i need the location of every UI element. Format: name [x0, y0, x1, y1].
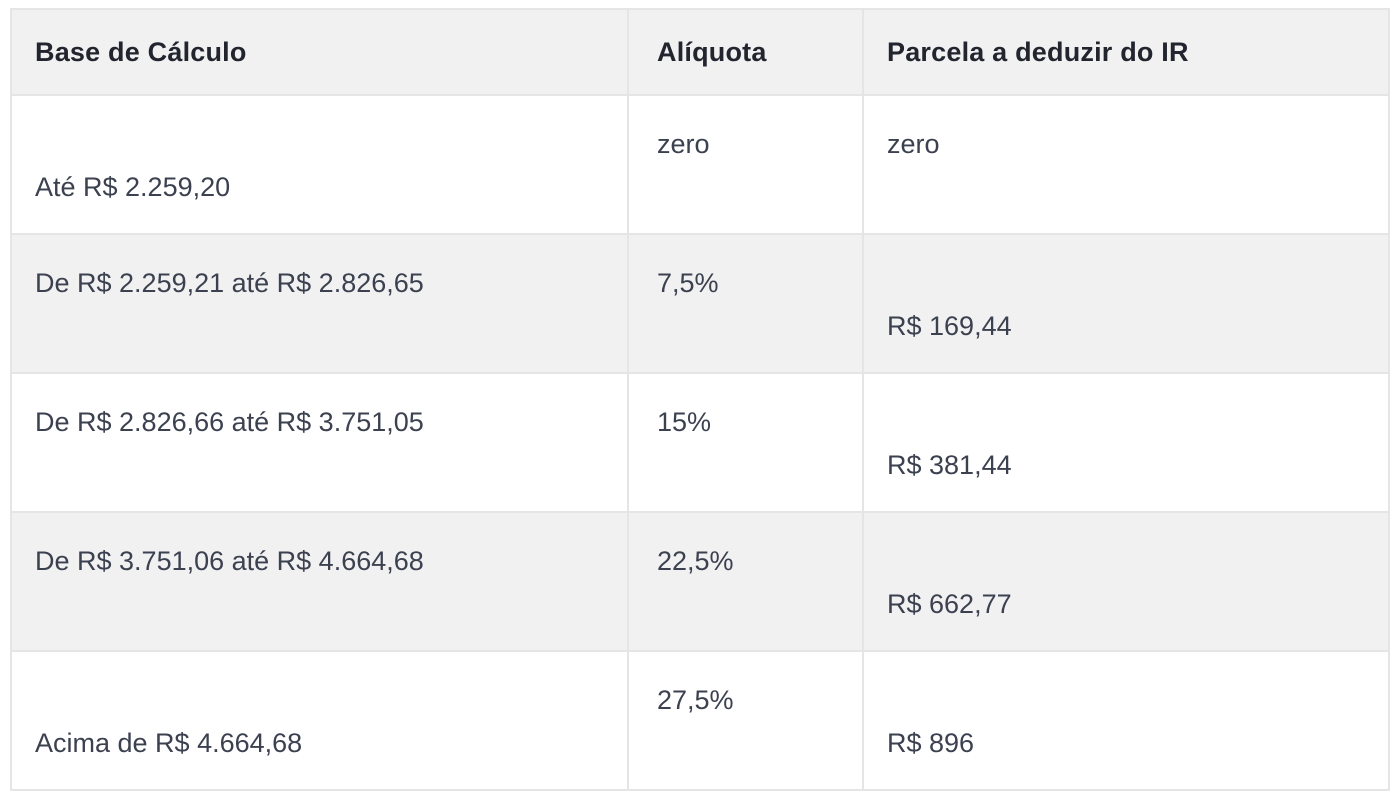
cell-base-row2: De R$ 2.259,21 até R$ 2.826,65 [10, 233, 629, 374]
cell-aliquota-row5: 27,5% [627, 650, 864, 791]
cell-parcela-row2-text: R$ 169,44 [887, 311, 1012, 341]
cell-aliquota-row1: zero [627, 94, 864, 235]
tax-table-container: Base de Cálculo Alíquota Parcela a deduz… [10, 8, 1390, 791]
cell-aliquota-row4-text: 22,5% [657, 546, 734, 576]
cell-parcela-row4: R$ 662,77 [862, 511, 1390, 652]
cell-parcela-row2: R$ 169,44 [862, 233, 1390, 374]
table-row: De R$ 2.826,66 até R$ 3.751,05 15% R$ 38… [10, 372, 1390, 513]
cell-parcela-row3-text: R$ 381,44 [887, 450, 1012, 480]
table-row: Acima de R$ 4.664,68 27,5% R$ 896 [10, 650, 1390, 791]
table-row: Até R$ 2.259,20 zero zero [10, 94, 1390, 235]
cell-base-row3: De R$ 2.826,66 até R$ 3.751,05 [10, 372, 629, 513]
cell-parcela-row1-text: zero [887, 129, 940, 159]
table-row: De R$ 3.751,06 até R$ 4.664,68 22,5% R$ … [10, 511, 1390, 652]
cell-base-row5-text: Acima de R$ 4.664,68 [35, 728, 303, 758]
tax-brackets-table: Base de Cálculo Alíquota Parcela a deduz… [10, 8, 1390, 791]
cell-aliquota-row2-text: 7,5% [657, 268, 719, 298]
cell-base-row1-text: Até R$ 2.259,20 [35, 172, 231, 202]
cell-base-row4: De R$ 3.751,06 até R$ 4.664,68 [10, 511, 629, 652]
table-row: De R$ 2.259,21 até R$ 2.826,65 7,5% R$ 1… [10, 233, 1390, 374]
column-header-aliquota: Alíquota [627, 8, 864, 96]
cell-parcela-row1: zero [862, 94, 1390, 235]
cell-base-row3-text: De R$ 2.826,66 até R$ 3.751,05 [35, 407, 424, 437]
cell-base-row1: Até R$ 2.259,20 [10, 94, 629, 235]
cell-aliquota-row4: 22,5% [627, 511, 864, 652]
cell-aliquota-row1-text: zero [657, 129, 710, 159]
cell-aliquota-row3: 15% [627, 372, 864, 513]
cell-aliquota-row3-text: 15% [657, 407, 712, 437]
cell-base-row4-text: De R$ 3.751,06 até R$ 4.664,68 [35, 546, 424, 576]
cell-base-row5: Acima de R$ 4.664,68 [10, 650, 629, 791]
header-row: Base de Cálculo Alíquota Parcela a deduz… [10, 8, 1390, 96]
cell-parcela-row5-text: R$ 896 [887, 728, 975, 758]
cell-base-row2-text: De R$ 2.259,21 até R$ 2.826,65 [35, 268, 424, 298]
cell-parcela-row4-text: R$ 662,77 [887, 589, 1012, 619]
column-header-parcela-deduzir: Parcela a deduzir do IR [862, 8, 1390, 96]
cell-parcela-row3: R$ 381,44 [862, 372, 1390, 513]
column-header-base-de-calculo: Base de Cálculo [10, 8, 629, 96]
cell-aliquota-row2: 7,5% [627, 233, 864, 374]
cell-parcela-row5: R$ 896 [862, 650, 1390, 791]
cell-aliquota-row5-text: 27,5% [657, 685, 734, 715]
